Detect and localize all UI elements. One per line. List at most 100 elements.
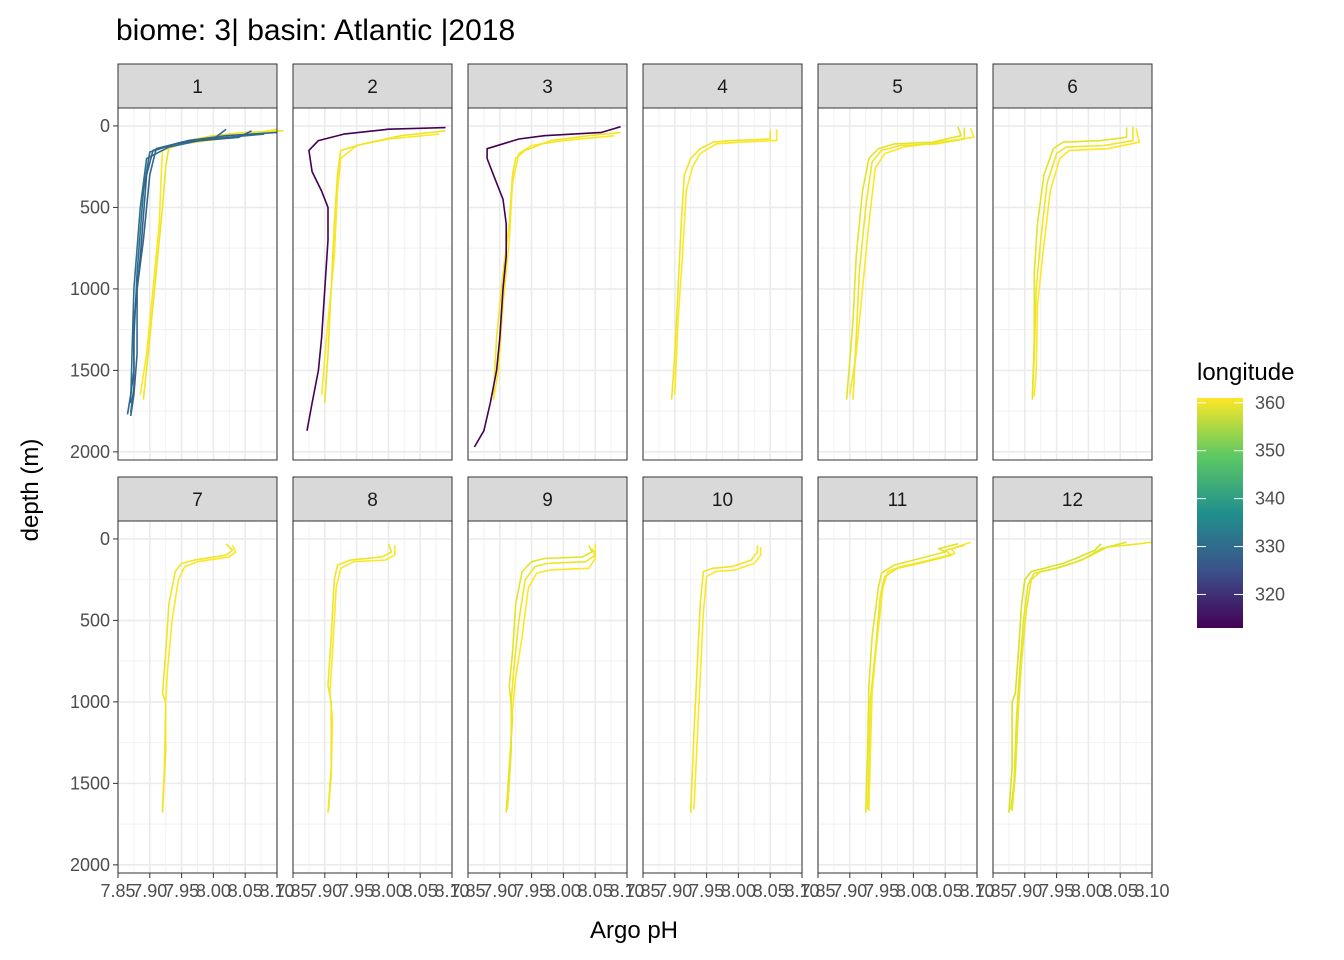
facet-strip <box>117 476 278 522</box>
x-tick-label: 8.00 <box>1071 881 1106 901</box>
facet-panel-1: 1 0 500 1000 1500 2000 <box>70 63 284 462</box>
facet-strip <box>642 63 803 109</box>
profile-line <box>1010 541 1127 810</box>
x-tick-label: 8.00 <box>896 881 931 901</box>
facet-panel-11: 11 7.857.907.958.008.058.10 <box>800 476 995 901</box>
x-tick-label: 8.05 <box>753 881 788 901</box>
x-tick-label: 7.95 <box>689 881 724 901</box>
facet-panel-4: 4 <box>642 63 803 461</box>
facet-panel-7: 7 0 500 1000 1500 2000 7.857.907.958.008.058.1… <box>70 476 295 901</box>
x-tick-label: 7.90 <box>307 881 342 901</box>
facet-panel-2: 2 <box>292 63 453 461</box>
facet-strip <box>467 63 628 109</box>
facet-panel-10: 10 7.857.907.958.008.058.10 <box>625 476 820 901</box>
x-tick-label: 7.90 <box>482 881 517 901</box>
x-axis-title: Argo pH <box>590 917 678 944</box>
profile-line <box>142 130 284 400</box>
profile-line <box>1008 543 1102 813</box>
facet-panel-9: 9 7.857.907.958.008.058.10 <box>450 476 645 901</box>
x-tick-label: 7.85 <box>100 881 135 901</box>
x-tick-label: 8.10 <box>784 881 819 901</box>
panel-border <box>467 107 628 461</box>
x-tick-label: 7.90 <box>1007 881 1042 901</box>
x-tick-label: 8.00 <box>721 881 756 901</box>
y-tick-label: 1000 <box>70 692 110 712</box>
facet-strip-label: 11 <box>888 490 908 511</box>
x-tick-label: 8.10 <box>434 881 469 901</box>
x-tick-label: 7.90 <box>832 881 867 901</box>
chart-title: biome: 3| basin: Atlantic |2018 <box>116 14 515 47</box>
facet-strip <box>467 476 628 522</box>
profile-line <box>674 129 778 395</box>
x-tick-label: 8.00 <box>371 881 406 901</box>
x-tick-label: 7.95 <box>514 881 549 901</box>
facet-strip-label: 8 <box>367 490 378 511</box>
facet-strip-label: 2 <box>367 77 378 98</box>
panel-border <box>117 520 278 874</box>
facet-strip-label: 7 <box>192 490 203 511</box>
profile-line <box>327 543 393 813</box>
facet-strip <box>817 476 978 522</box>
facet-strip <box>992 63 1153 109</box>
profile-line <box>845 126 962 400</box>
facet-strip-label: 6 <box>1067 77 1078 98</box>
panel-border <box>292 520 453 874</box>
facet-strip <box>992 476 1153 522</box>
legend-tick-label: 330 <box>1255 537 1285 557</box>
profile-line <box>1031 127 1128 400</box>
x-tick-label: 7.95 <box>164 881 199 901</box>
profile-line <box>866 544 965 810</box>
legend-tick-label: 350 <box>1255 441 1285 461</box>
profile-line <box>1033 128 1141 397</box>
panel-border <box>817 107 978 461</box>
x-tick-label: 7.90 <box>132 881 167 901</box>
legend-tick-label: 340 <box>1255 489 1285 509</box>
profile-line <box>492 131 621 395</box>
y-tick-label: 2000 <box>70 855 110 875</box>
x-tick-label: 8.10 <box>1134 881 1169 901</box>
panel-border <box>992 107 1153 461</box>
x-tick-label: 8.10 <box>609 881 644 901</box>
x-tick-label: 8.05 <box>403 881 438 901</box>
x-tick-label: 7.85 <box>450 881 485 901</box>
profile-line <box>505 545 593 813</box>
facet-strip-label: 4 <box>717 77 728 98</box>
x-tick-label: 8.05 <box>228 881 263 901</box>
legend-tick-label: 320 <box>1255 584 1285 604</box>
panel-border <box>117 107 278 461</box>
profile-line <box>864 543 959 813</box>
profile-line <box>693 547 762 810</box>
panel-border <box>467 520 628 874</box>
facet-strip-label: 1 <box>192 77 203 98</box>
y-tick-label: 0 <box>100 529 110 549</box>
x-tick-label: 8.00 <box>196 881 231 901</box>
y-tick-label: 1000 <box>70 279 110 299</box>
x-tick-label: 7.85 <box>800 881 835 901</box>
legend-tick-label: 360 <box>1255 393 1285 413</box>
panel-border <box>992 520 1153 874</box>
x-tick-label: 7.90 <box>657 881 692 901</box>
panel-border <box>292 107 453 461</box>
facet-panel-8: 8 7.857.907.958.008.058.10 <box>275 476 470 901</box>
x-tick-label: 7.85 <box>975 881 1010 901</box>
y-tick-label: 2000 <box>70 442 110 462</box>
x-tick-label: 7.85 <box>625 881 660 901</box>
facet-panel-6: 6 <box>992 63 1153 461</box>
profile-line <box>506 548 597 810</box>
profile-line <box>670 130 772 400</box>
profile-line <box>868 541 971 812</box>
profile-line <box>324 130 446 404</box>
panel-border <box>642 107 803 461</box>
x-tick-label: 8.05 <box>578 881 613 901</box>
facet-strip <box>292 476 453 522</box>
profile-line <box>852 127 966 400</box>
facet-strip-label: 10 <box>712 490 733 511</box>
profile-line <box>1031 126 1134 395</box>
facet-panel-12: 12 7.857.907.958.008.058.10 <box>975 476 1170 901</box>
profile-line <box>129 131 278 417</box>
y-tick-label: 1500 <box>70 360 110 380</box>
x-tick-label: 8.10 <box>259 881 294 901</box>
facet-panel-5: 5 <box>817 63 978 461</box>
x-tick-label: 8.05 <box>1103 881 1138 901</box>
